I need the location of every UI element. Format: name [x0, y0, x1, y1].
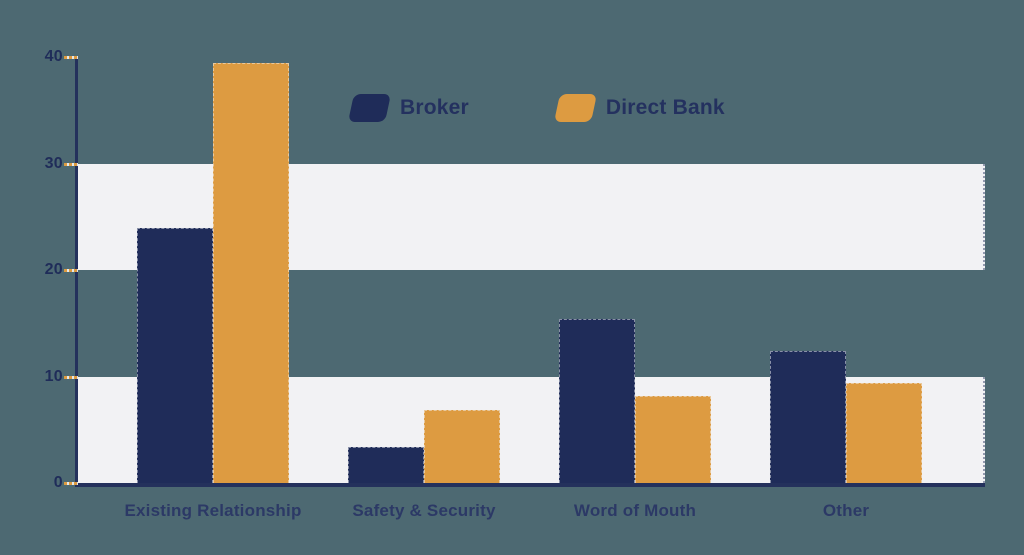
- bar-direct-bank-existing-relationship: [213, 63, 289, 483]
- y-tick-label-30: 30: [44, 154, 63, 172]
- x-axis-line: [75, 483, 985, 487]
- y-tick-label-0: 0: [53, 474, 63, 491]
- y-tick-label-20: 20: [44, 261, 63, 278]
- legend-item-broker: Broker: [348, 94, 469, 122]
- x-category-label-safety-security: Safety & Security: [352, 501, 496, 520]
- y-tick-label-40: 40: [44, 48, 63, 65]
- legend: Broker Direct Bank: [348, 92, 725, 124]
- x-category-label-existing-relationship: Existing Relationship: [124, 501, 302, 520]
- legend-item-direct-bank: Direct Bank: [553, 94, 725, 122]
- broker-legend-swatch: [348, 94, 391, 122]
- bar-broker-safety-security: [348, 446, 424, 483]
- y-tick-label-10: 10: [44, 367, 63, 385]
- broker-legend-label: Broker: [400, 96, 469, 119]
- bar-broker-word-of-mouth: [559, 318, 635, 483]
- bar-direct-bank-other: [846, 382, 922, 483]
- bar-broker-other: [770, 350, 846, 483]
- x-category-label-word-of-mouth: Word of Mouth: [573, 501, 697, 520]
- bar-direct-bank-safety-security: [424, 409, 500, 483]
- y-tick-mark-30: [64, 162, 78, 166]
- y-tick-mark-40: [64, 56, 78, 59]
- bar-direct-bank-word-of-mouth: [635, 395, 711, 483]
- y-tick-mark-10: [64, 375, 78, 379]
- direct-bank-legend-swatch: [553, 94, 597, 122]
- y-tick-mark-0: [64, 482, 78, 485]
- x-category-label-other: Other: [822, 501, 870, 520]
- y-tick-mark-20: [64, 269, 78, 272]
- bar-broker-existing-relationship: [137, 228, 213, 483]
- direct-bank-legend-label: Direct Bank: [605, 96, 725, 119]
